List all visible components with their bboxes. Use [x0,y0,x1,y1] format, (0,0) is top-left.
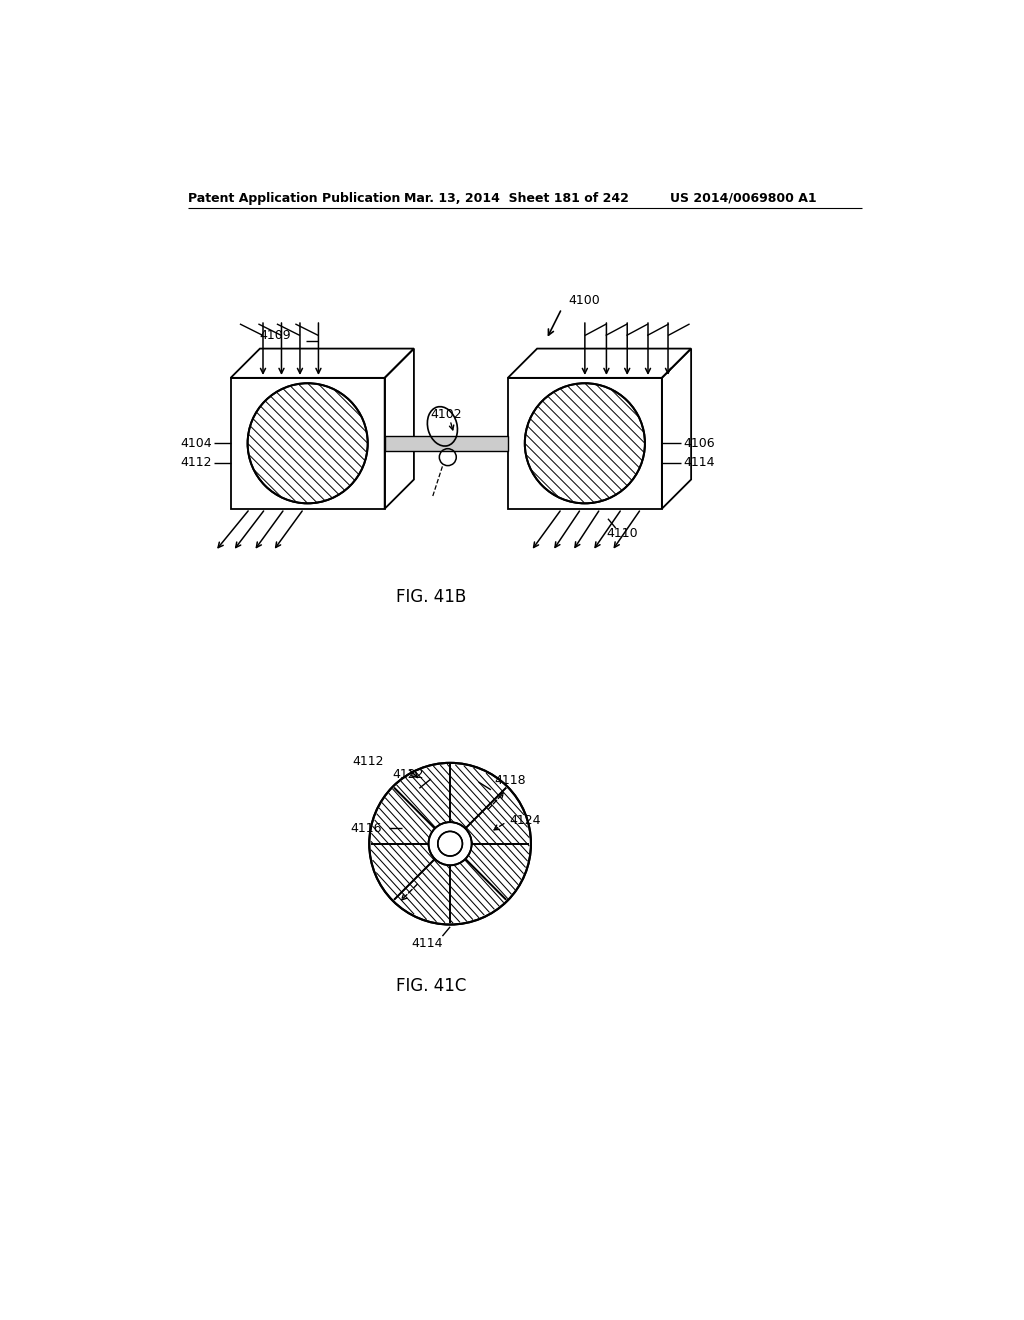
Text: 4106: 4106 [683,437,715,450]
Text: 4109: 4109 [259,329,291,342]
Text: 4118: 4118 [494,774,525,787]
Text: Mar. 13, 2014  Sheet 181 of 242: Mar. 13, 2014 Sheet 181 of 242 [403,191,629,205]
Bar [385,436,508,451]
Text: 4102: 4102 [431,408,463,421]
Text: 4100: 4100 [568,294,600,308]
Text: 4104: 4104 [180,437,212,450]
Text: 4114: 4114 [683,455,715,469]
Text: 4116: 4116 [350,822,382,834]
Text: 4112: 4112 [180,455,212,469]
Text: Patent Application Publication: Patent Application Publication [188,191,400,205]
Text: 4124: 4124 [509,814,541,828]
Text: 4110: 4110 [606,527,638,540]
Text: US 2014/0069800 A1: US 2014/0069800 A1 [670,191,816,205]
Text: 4122: 4122 [392,768,424,781]
Text: FIG. 41B: FIG. 41B [395,589,466,606]
Text: 4114: 4114 [412,937,443,950]
Text: FIG. 41C: FIG. 41C [395,977,466,995]
Text: 4112: 4112 [352,755,384,768]
